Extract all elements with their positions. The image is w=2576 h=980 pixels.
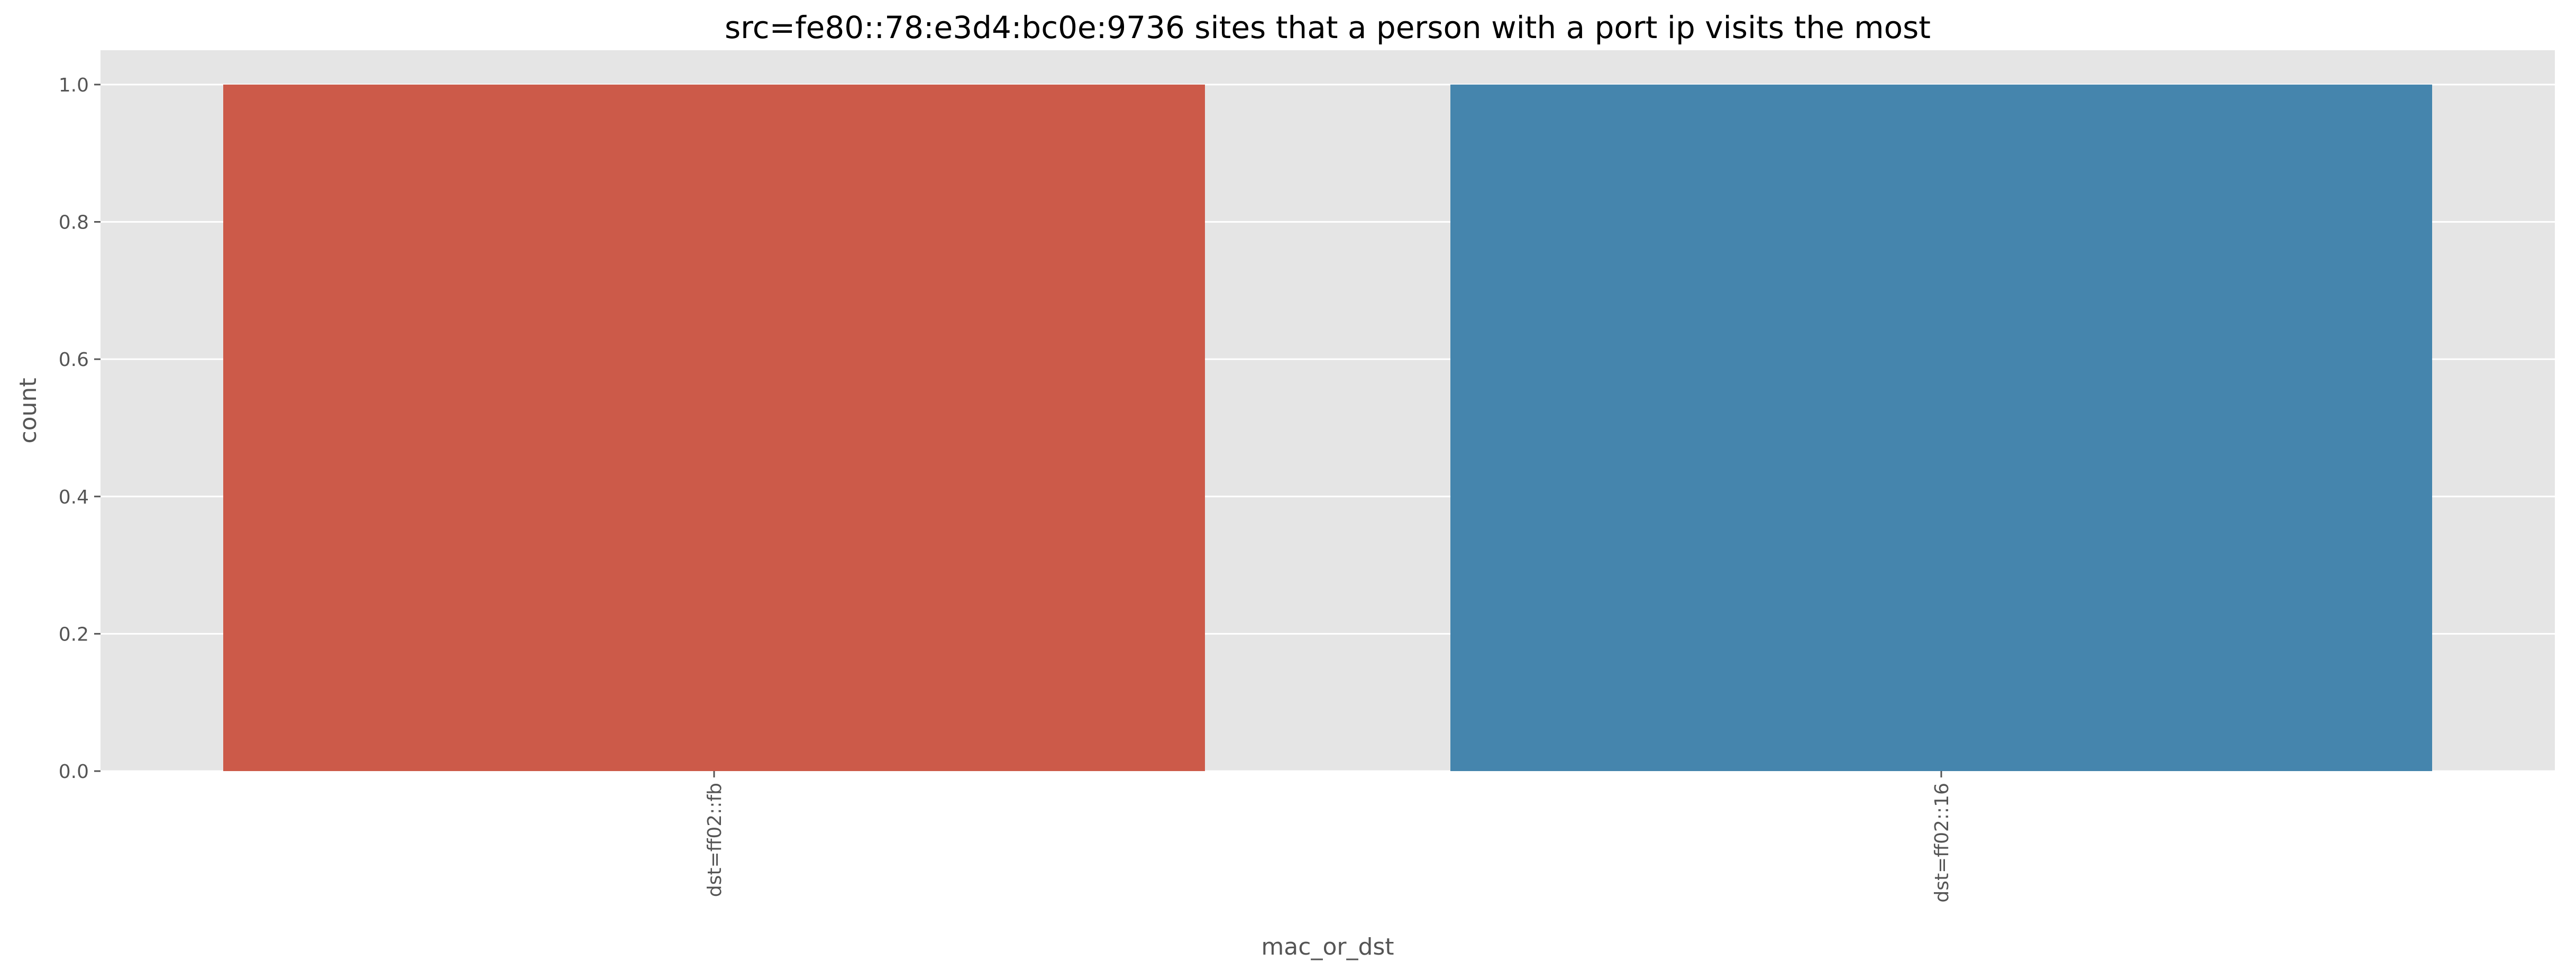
y-tick-label: 0.4 bbox=[59, 487, 89, 508]
y-tick-label: 0.8 bbox=[59, 212, 89, 234]
bar-0 bbox=[223, 84, 1205, 771]
x-tick-label: dst=ff02::16 bbox=[1931, 783, 1953, 903]
y-tick-label: 0.6 bbox=[59, 349, 89, 371]
y-tick-label: 0.0 bbox=[59, 761, 89, 783]
y-tick-label: 0.2 bbox=[59, 624, 89, 645]
chart-title: src=fe80::78:e3d4:bc0e:9736 sites that a… bbox=[725, 10, 1931, 45]
y-tick-label: 1.0 bbox=[59, 75, 89, 96]
y-axis-ticks: 0.0 0.2 0.4 0.6 0.8 1.0 bbox=[59, 75, 101, 783]
y-axis-label: count bbox=[15, 378, 42, 443]
bars bbox=[223, 84, 2432, 771]
x-axis-label: mac_or_dst bbox=[1261, 933, 1394, 960]
x-tick-label: dst=ff02::fb bbox=[704, 783, 726, 897]
x-axis-ticks: dst=ff02::fb dst=ff02::16 bbox=[704, 771, 1953, 903]
bar-1 bbox=[1450, 84, 2432, 771]
